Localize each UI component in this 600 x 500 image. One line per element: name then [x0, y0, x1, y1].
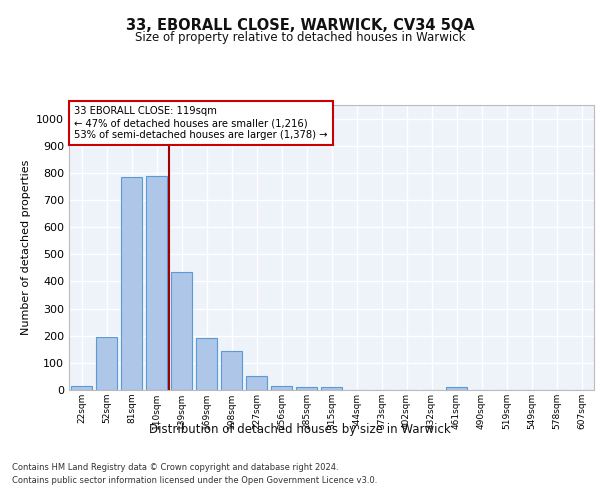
- Y-axis label: Number of detached properties: Number of detached properties: [20, 160, 31, 335]
- Text: Size of property relative to detached houses in Warwick: Size of property relative to detached ho…: [135, 31, 465, 44]
- Bar: [146, 176, 167, 390]
- Bar: [96, 337, 117, 390]
- Text: 33 EBORALL CLOSE: 119sqm
← 47% of detached houses are smaller (1,216)
53% of sem: 33 EBORALL CLOSE: 119sqm ← 47% of detach…: [74, 106, 328, 140]
- Bar: [71, 386, 92, 390]
- Text: 33, EBORALL CLOSE, WARWICK, CV34 5QA: 33, EBORALL CLOSE, WARWICK, CV34 5QA: [125, 18, 475, 32]
- Bar: [246, 376, 267, 390]
- Bar: [121, 177, 142, 390]
- Bar: [321, 388, 342, 390]
- Text: Contains public sector information licensed under the Open Government Licence v3: Contains public sector information licen…: [12, 476, 377, 485]
- Text: Distribution of detached houses by size in Warwick: Distribution of detached houses by size …: [149, 422, 451, 436]
- Bar: [446, 388, 467, 390]
- Bar: [221, 350, 242, 390]
- Bar: [296, 388, 317, 390]
- Bar: [271, 386, 292, 390]
- Bar: [196, 338, 217, 390]
- Bar: [171, 272, 192, 390]
- Text: Contains HM Land Registry data © Crown copyright and database right 2024.: Contains HM Land Registry data © Crown c…: [12, 462, 338, 471]
